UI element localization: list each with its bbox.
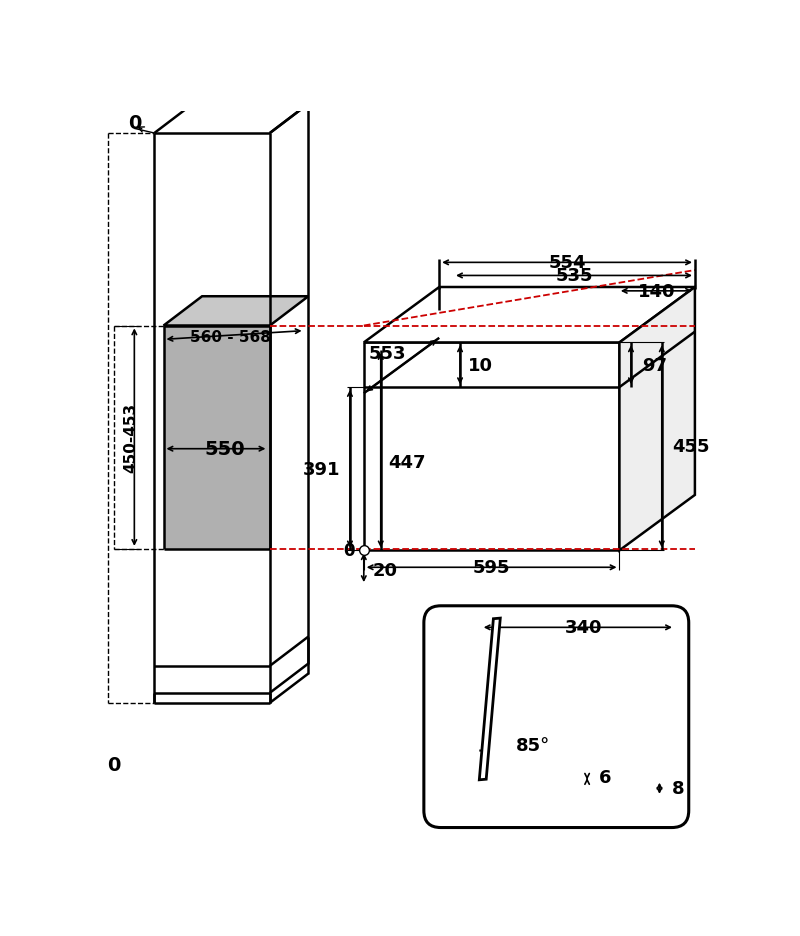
Text: 0: 0 — [128, 113, 141, 133]
Text: 97: 97 — [642, 357, 667, 374]
Text: 6: 6 — [598, 768, 611, 786]
Polygon shape — [163, 297, 308, 326]
Text: 140: 140 — [638, 283, 675, 300]
Text: 85°: 85° — [516, 737, 550, 754]
Text: 450-453: 450-453 — [123, 402, 138, 473]
Polygon shape — [364, 287, 695, 344]
Polygon shape — [163, 326, 270, 549]
Text: 0: 0 — [107, 755, 120, 774]
Text: 391: 391 — [303, 461, 341, 478]
FancyBboxPatch shape — [424, 607, 689, 827]
Text: 10: 10 — [468, 357, 493, 374]
Text: 595: 595 — [473, 559, 510, 577]
Text: 0: 0 — [343, 542, 354, 560]
Text: 455: 455 — [672, 438, 710, 456]
Text: 20: 20 — [373, 561, 398, 579]
Text: 535: 535 — [555, 267, 593, 285]
Polygon shape — [479, 619, 500, 780]
Text: 554: 554 — [548, 254, 586, 272]
Text: 560 - 568: 560 - 568 — [190, 329, 271, 344]
Polygon shape — [619, 287, 695, 550]
Text: 340: 340 — [566, 619, 602, 636]
Text: 8: 8 — [672, 780, 685, 797]
Text: 553: 553 — [369, 344, 406, 363]
Text: 550: 550 — [204, 440, 245, 459]
Text: 447: 447 — [389, 453, 426, 472]
